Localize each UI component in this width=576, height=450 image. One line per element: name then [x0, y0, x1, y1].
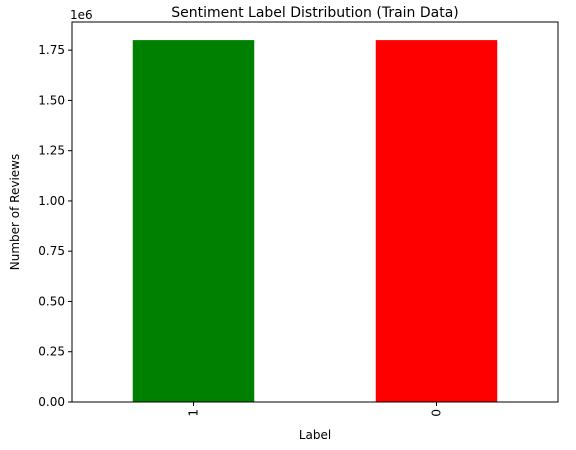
y-tick-label: 0.25 — [38, 345, 65, 359]
y-axis-offset-label: 1e6 — [70, 8, 93, 22]
y-tick-label: 0.50 — [38, 294, 65, 308]
bar-label-1 — [132, 40, 255, 402]
bar-label-0 — [375, 40, 498, 402]
y-tick-label: 0.00 — [38, 395, 65, 409]
y-axis-label: Number of Reviews — [8, 154, 22, 270]
plot-area-frame — [71, 21, 559, 403]
y-tick-label: 1.25 — [38, 144, 65, 158]
y-tick-label: 1.75 — [38, 43, 65, 57]
y-tick-label: 1.50 — [38, 93, 65, 107]
y-tick-label: 1.00 — [38, 194, 65, 208]
chart-title: Sentiment Label Distribution (Train Data… — [171, 5, 459, 21]
y-tick-label: 0.75 — [38, 244, 65, 258]
y-axis: 0.00 0.25 0.50 0.75 1.00 1.25 1.50 1.75 — [38, 43, 72, 409]
x-axis-label: Label — [299, 428, 331, 442]
x-tick-label-1: 1 — [187, 409, 201, 417]
x-tick-label-0: 0 — [430, 409, 444, 417]
bars-group — [132, 40, 498, 402]
